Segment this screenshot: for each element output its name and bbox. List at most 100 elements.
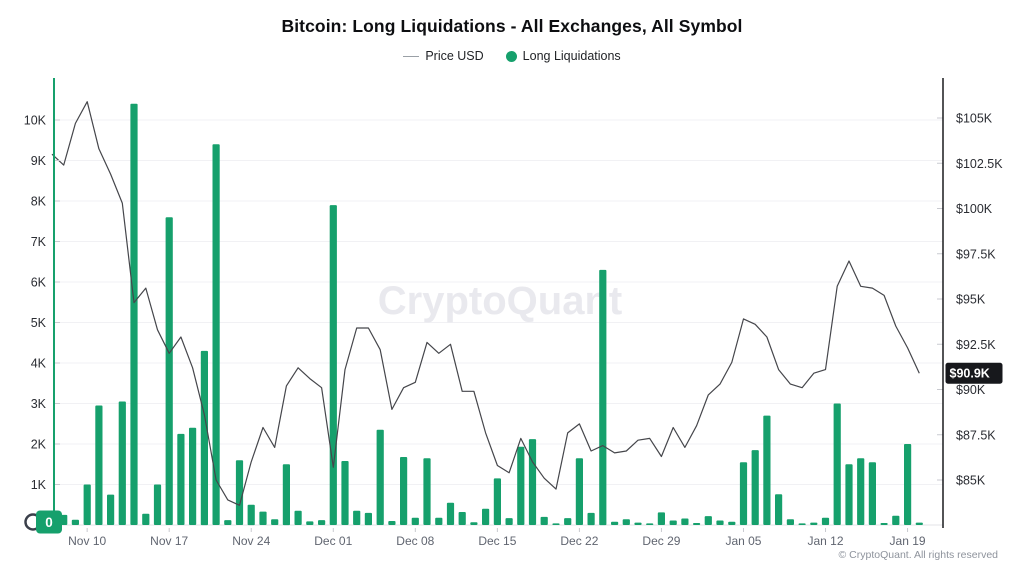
liquidation-bar[interactable] [458, 512, 466, 525]
liquidation-bar[interactable] [786, 519, 794, 525]
liquidation-bar[interactable] [235, 460, 244, 525]
liquidation-bar[interactable] [177, 433, 185, 525]
left-axis-label: 10K [24, 114, 47, 128]
chart-legend: Price USD Long Liquidations [0, 49, 1024, 63]
liquidation-bar[interactable] [868, 462, 876, 525]
price-line[interactable] [51, 101, 920, 506]
liquidation-bar[interactable] [470, 522, 478, 525]
liquidation-bar[interactable] [435, 517, 443, 525]
liquidation-bar[interactable] [915, 522, 923, 525]
liquidation-bar[interactable] [165, 217, 173, 525]
liquidation-bar[interactable] [646, 523, 654, 525]
liquidation-bar[interactable] [587, 512, 595, 526]
liquidation-bar[interactable] [657, 512, 665, 525]
liquidation-bar[interactable] [341, 461, 349, 525]
liquidation-bar[interactable] [153, 484, 162, 526]
liquidation-bar[interactable] [611, 521, 619, 525]
liquidation-bar[interactable] [130, 103, 138, 526]
liquidation-bar[interactable] [306, 521, 314, 525]
liquidation-bar[interactable] [271, 519, 279, 525]
x-axis-label: Jan 12 [808, 534, 844, 548]
liquidation-bar[interactable] [880, 523, 888, 525]
liquidation-bar[interactable] [693, 523, 701, 525]
right-axis-label: $97.5K [956, 247, 996, 261]
liquidation-bar[interactable] [83, 484, 91, 526]
left-axis-label: 9K [31, 154, 47, 168]
legend-liquidations-label: Long Liquidations [522, 49, 621, 63]
liquidation-bar[interactable] [329, 205, 337, 525]
left-axis-label: 3K [31, 397, 47, 411]
liquidation-bar[interactable] [294, 510, 302, 525]
liquidation-bar[interactable] [259, 511, 267, 525]
x-axis-label: Nov 24 [232, 534, 270, 548]
liquidation-bar[interactable] [810, 522, 818, 525]
legend-price-label: Price USD [425, 49, 484, 63]
liquidation-bar[interactable] [376, 429, 384, 525]
liquidation-bar[interactable] [318, 520, 326, 525]
liquidation-bar[interactable] [739, 462, 748, 525]
liquidation-bar[interactable] [71, 519, 79, 525]
liquidation-bar[interactable] [833, 403, 841, 526]
liquidation-bar[interactable] [353, 510, 361, 525]
liquidation-bar[interactable] [247, 504, 255, 526]
liquidation-bar[interactable] [763, 415, 771, 525]
liquidation-bar[interactable] [575, 458, 583, 525]
liquidation-bar[interactable] [564, 518, 572, 525]
x-axis-label: Dec 08 [396, 534, 434, 548]
x-axis-label: Nov 10 [68, 534, 106, 548]
liquidation-bar[interactable] [411, 517, 419, 525]
left-axis-label: 2K [31, 438, 47, 452]
liquidation-bar[interactable] [704, 516, 712, 525]
liquidation-bar[interactable] [552, 523, 560, 525]
liquidation-bar[interactable] [142, 513, 150, 525]
right-axis-label: $85K [956, 474, 986, 488]
liquidation-bar[interactable] [224, 520, 232, 525]
right-axis-label: $100K [956, 202, 993, 216]
liquidation-bar[interactable] [892, 515, 900, 525]
liquidation-bar[interactable] [599, 269, 607, 526]
x-axis-label: Dec 29 [642, 534, 680, 548]
x-axis-label: Dec 22 [560, 534, 598, 548]
liquidation-bar[interactable] [118, 401, 126, 526]
liquidation-bar[interactable] [904, 444, 912, 525]
liquidation-bar[interactable] [482, 508, 490, 525]
liquidation-bar[interactable] [517, 446, 525, 525]
liquidation-bar[interactable] [728, 521, 736, 525]
liquidation-bar[interactable] [189, 427, 197, 525]
liquidation-bar[interactable] [857, 458, 865, 525]
liquidation-bar[interactable] [95, 405, 103, 526]
liquidation-bar[interactable] [212, 144, 220, 526]
liquidation-bar[interactable] [107, 494, 115, 525]
liquidations-dot-icon [505, 50, 517, 62]
legend-item-liquidations[interactable]: Long Liquidations [505, 49, 621, 63]
liquidation-bar[interactable] [681, 518, 689, 526]
liquidation-bar[interactable] [200, 350, 208, 526]
right-axis-label: $102.5K [956, 157, 1003, 171]
liquidation-bar[interactable] [423, 458, 431, 525]
legend-item-price[interactable]: Price USD [403, 49, 484, 63]
liquidation-bar[interactable] [716, 520, 724, 526]
liquidation-bar[interactable] [540, 516, 548, 525]
liquidation-bar[interactable] [669, 520, 677, 526]
left-axis-label: 7K [31, 235, 47, 249]
liquidation-bar[interactable] [622, 519, 630, 525]
x-axis-label: Dec 01 [314, 534, 352, 548]
x-axis-label: Nov 17 [150, 534, 188, 548]
liquidation-bar[interactable] [751, 450, 759, 525]
liquidation-bar[interactable] [493, 478, 501, 525]
liquidation-bar[interactable] [446, 502, 455, 525]
liquidation-bar[interactable] [845, 464, 853, 526]
liquidation-bar[interactable] [364, 512, 372, 526]
liquidation-bar[interactable] [505, 518, 513, 525]
liquidation-bar[interactable] [775, 494, 783, 525]
liquidation-bar[interactable] [388, 521, 396, 525]
liquidation-bar[interactable] [821, 517, 830, 525]
right-axis-label: $95K [956, 293, 986, 307]
liquidation-bar[interactable] [282, 464, 290, 526]
liquidation-bar[interactable] [528, 439, 537, 525]
liquidation-bar[interactable] [634, 522, 642, 525]
liquidation-bar[interactable] [798, 523, 806, 525]
liquidation-bar[interactable] [400, 457, 408, 525]
x-axis-label: Jan 19 [890, 534, 926, 548]
